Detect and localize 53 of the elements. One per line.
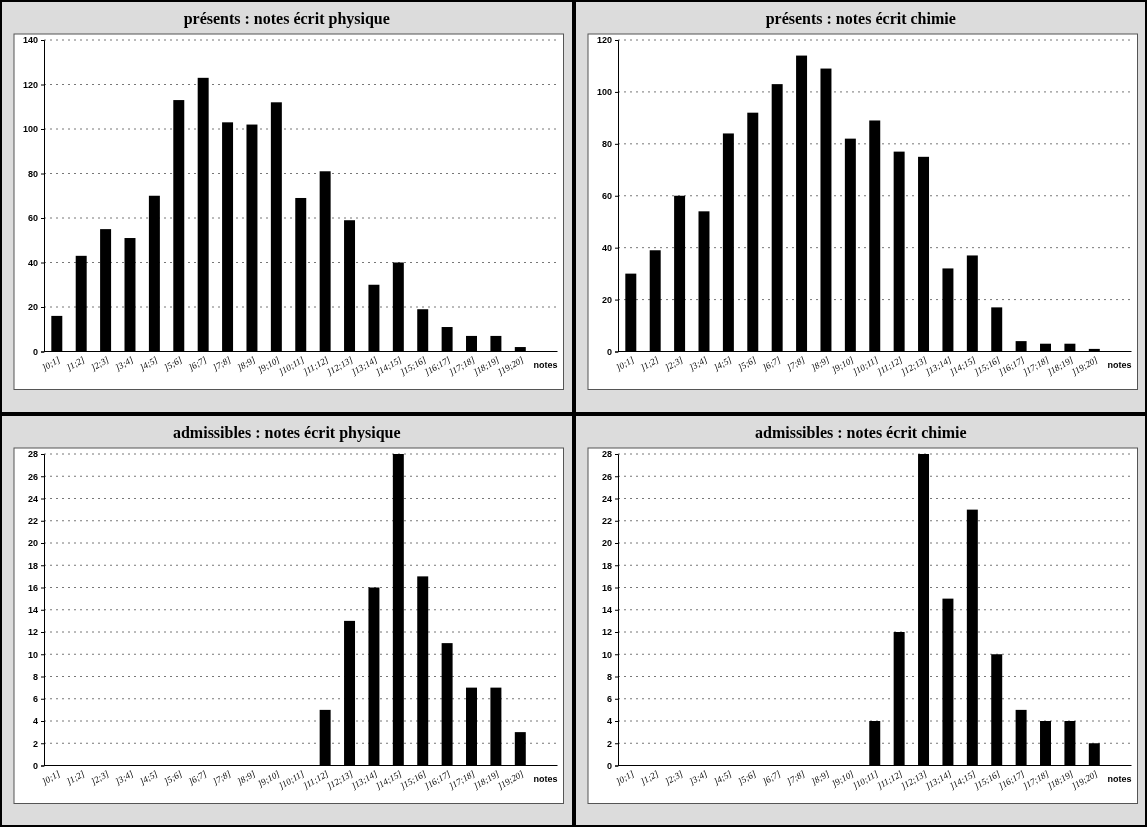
y-tick-label: 120 <box>22 79 38 90</box>
y-tick-label: 120 <box>596 35 612 46</box>
y-tick-label: 20 <box>27 302 38 313</box>
y-tick-label: 100 <box>596 87 612 98</box>
y-tick-label: 20 <box>601 294 612 305</box>
y-tick-label: 10 <box>27 649 38 660</box>
x-axis-title: notes <box>1106 773 1131 783</box>
y-tick-label: 60 <box>601 191 612 202</box>
y-tick-label: 6 <box>606 693 612 704</box>
chart-title: présents : notes écrit chimie <box>765 10 956 28</box>
y-tick-label: 20 <box>601 537 612 548</box>
y-tick-label: 2 <box>32 738 38 749</box>
y-tick-label: 24 <box>601 493 612 504</box>
y-tick-label: 4 <box>606 715 612 726</box>
y-tick-label: 14 <box>601 604 612 615</box>
y-tick-label: 22 <box>27 515 38 526</box>
y-tick-label: 40 <box>27 257 38 268</box>
y-tick-label: 0 <box>606 760 612 771</box>
y-tick-label: 60 <box>27 213 38 224</box>
y-tick-label: 22 <box>601 515 612 526</box>
y-tick-label: 28 <box>27 448 38 459</box>
y-tick-label: 12 <box>601 626 612 637</box>
chart-title: admissibles : notes écrit physique <box>172 423 401 442</box>
y-tick-label: 26 <box>601 471 612 482</box>
y-tick-label: 20 <box>27 537 38 548</box>
y-tick-label: 40 <box>601 243 612 254</box>
y-tick-label: 16 <box>27 582 38 593</box>
y-tick-label: 80 <box>27 168 38 179</box>
y-tick-label: 12 <box>27 626 38 637</box>
y-tick-label: 10 <box>601 649 612 660</box>
y-tick-label: 14 <box>27 604 38 615</box>
x-axis-title: notes <box>533 359 558 370</box>
y-tick-label: 4 <box>32 715 38 726</box>
y-tick-label: 28 <box>601 448 612 459</box>
chart-title: admissibles : notes écrit chimie <box>754 423 967 441</box>
y-tick-label: 0 <box>32 346 38 357</box>
y-tick-label: 80 <box>601 139 612 150</box>
y-tick-label: 100 <box>22 124 38 135</box>
y-tick-label: 26 <box>27 471 38 482</box>
y-tick-label: 8 <box>32 671 38 682</box>
chart-title: présents : notes écrit physique <box>183 10 390 28</box>
y-tick-label: 0 <box>606 346 612 357</box>
y-tick-label: 18 <box>27 560 38 571</box>
y-tick-label: 2 <box>606 738 612 749</box>
y-tick-label: 140 <box>22 35 38 46</box>
y-tick-label: 16 <box>601 582 612 593</box>
x-axis-title: notes <box>533 773 558 783</box>
y-tick-label: 8 <box>606 671 612 682</box>
y-tick-label: 0 <box>32 760 38 771</box>
x-axis-title: notes <box>1106 359 1131 370</box>
y-tick-label: 6 <box>32 693 38 704</box>
y-tick-label: 24 <box>27 493 38 504</box>
y-tick-label: 18 <box>601 560 612 571</box>
